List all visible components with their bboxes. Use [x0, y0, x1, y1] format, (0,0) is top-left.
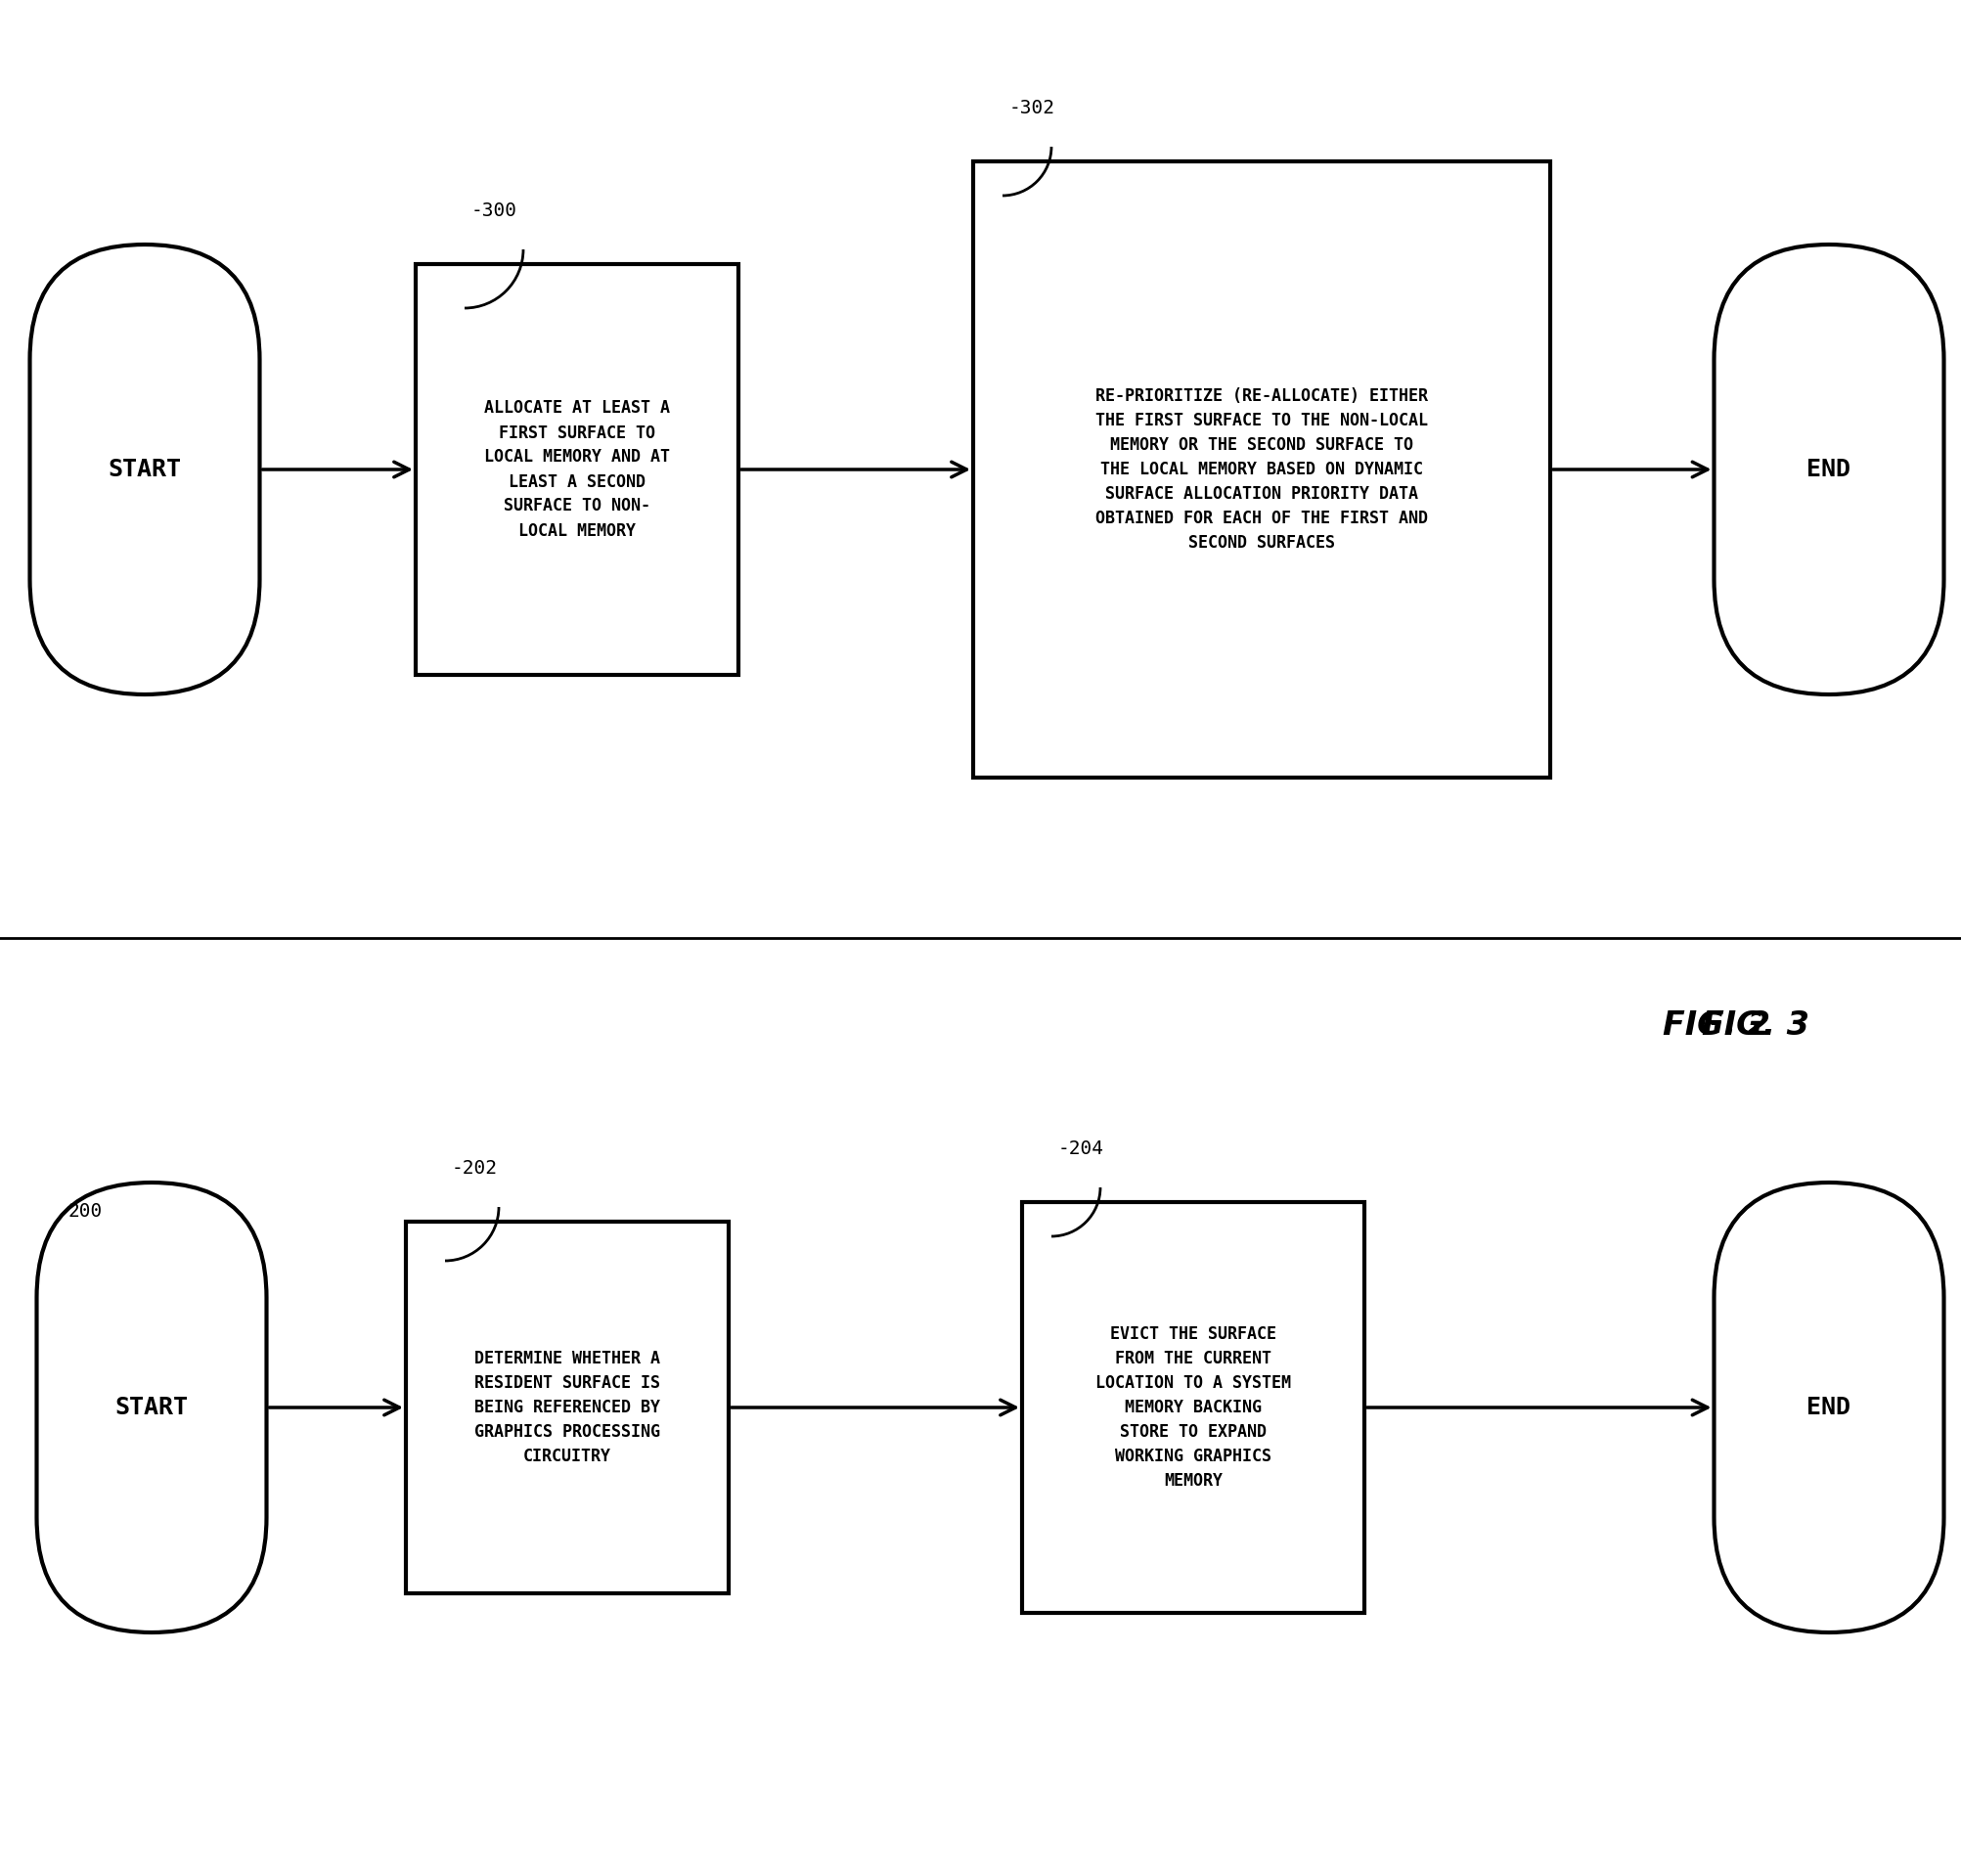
FancyBboxPatch shape [29, 244, 259, 694]
Text: ALLOCATE AT LEAST A
FIRST SURFACE TO
LOCAL MEMORY AND AT
LEAST A SECOND
SURFACE : ALLOCATE AT LEAST A FIRST SURFACE TO LOC… [484, 400, 669, 540]
Text: -202: -202 [451, 1159, 496, 1178]
Text: RE-PRIORITIZE (RE-ALLOCATE) EITHER
THE FIRST SURFACE TO THE NON-LOCAL
MEMORY OR : RE-PRIORITIZE (RE-ALLOCATE) EITHER THE F… [1094, 386, 1428, 552]
Text: START: START [116, 1396, 188, 1420]
Text: START: START [108, 458, 180, 482]
Text: EVICT THE SURFACE
FROM THE CURRENT
LOCATION TO A SYSTEM
MEMORY BACKING
STORE TO : EVICT THE SURFACE FROM THE CURRENT LOCAT… [1094, 1324, 1290, 1490]
Text: DETERMINE WHETHER A
RESIDENT SURFACE IS
BEING REFERENCED BY
GRAPHICS PROCESSING
: DETERMINE WHETHER A RESIDENT SURFACE IS … [475, 1349, 659, 1465]
FancyBboxPatch shape [1714, 1182, 1943, 1632]
Text: FIG. 2: FIG. 2 [1661, 1009, 1769, 1041]
Text: END: END [1806, 1396, 1849, 1420]
FancyBboxPatch shape [973, 161, 1549, 777]
FancyBboxPatch shape [1714, 244, 1943, 694]
Text: END: END [1806, 458, 1849, 482]
FancyBboxPatch shape [416, 265, 737, 675]
Text: FIG. 3: FIG. 3 [1700, 1009, 1808, 1041]
Text: -300: -300 [471, 201, 516, 219]
Text: -302: -302 [1008, 99, 1055, 118]
FancyBboxPatch shape [406, 1221, 728, 1593]
FancyBboxPatch shape [1022, 1203, 1363, 1613]
FancyBboxPatch shape [37, 1182, 267, 1632]
Text: 200: 200 [69, 1203, 102, 1221]
Text: -204: -204 [1057, 1139, 1104, 1157]
